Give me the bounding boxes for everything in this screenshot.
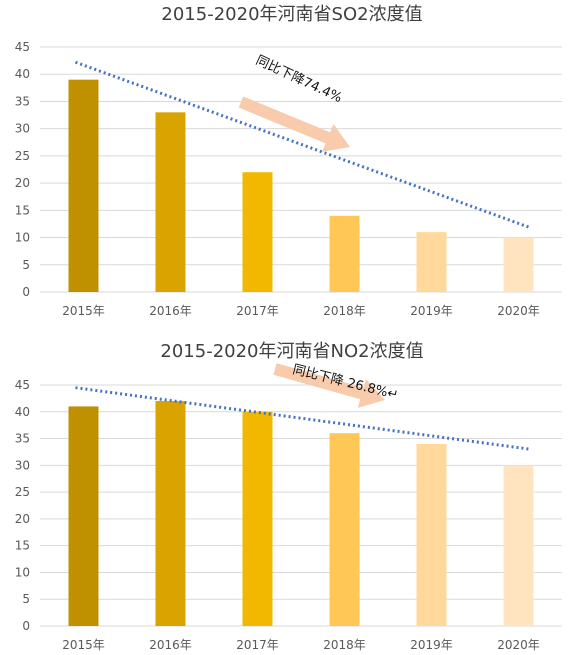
so2-y-tick-label: 40 (15, 67, 30, 81)
so2-y-tick-label: 0 (22, 285, 30, 299)
so2-y-tick-label: 20 (15, 176, 30, 190)
no2-bar-1 (155, 401, 186, 626)
so2-bar-0 (68, 79, 99, 293)
no2-y-tick-label: 40 (15, 405, 30, 419)
no2-y-tick-label: 10 (15, 565, 30, 579)
so2-annotation: 同比下降74.4% (253, 53, 344, 106)
no2-y-tick-label: 25 (15, 485, 30, 499)
so2-bar-2 (242, 172, 273, 292)
no2-x-tick-label: 2020年 (497, 638, 540, 652)
chart2-title: 2015-2020年河南省NO2浓度值 (160, 341, 423, 362)
no2-x-tick-label: 2019年 (410, 638, 453, 652)
so2-trend-arrow (238, 96, 351, 152)
no2-y-tick-label: 45 (15, 378, 30, 392)
no2-x-tick-label: 2017年 (236, 638, 279, 652)
so2-y-tick-label: 35 (15, 94, 30, 108)
no2-bar-3 (329, 433, 360, 626)
so2-x-tick-label: 2020年 (497, 304, 540, 318)
no2-chart: 0 5 10 15 20 25 30 35 40 45 2015年 2016年 2017年 2018年 20… (15, 362, 562, 652)
so2-x-tick-label: 2016年 (149, 304, 192, 318)
so2-bar-3 (329, 215, 360, 292)
no2-trendline (75, 386, 531, 451)
so2-y-tick-label: 5 (22, 258, 30, 272)
so2-x-tick-label: 2015年 (62, 304, 105, 318)
no2-y-tick-label: 30 (15, 458, 30, 472)
no2-x-tick-label: 2015年 (62, 638, 105, 652)
so2-chart: 0 5 10 15 20 25 30 35 40 45 2015年 2016年 2017年 2018年 20… (15, 40, 562, 318)
no2-bar-4 (416, 443, 447, 626)
so2-y-tick-label: 10 (15, 231, 30, 245)
no2-y-tick-label: 15 (15, 539, 30, 553)
so2-y-tick-label: 15 (15, 203, 30, 217)
no2-y-tick-label: 0 (22, 619, 30, 633)
so2-bar-5 (503, 237, 534, 292)
so2-x-tick-label: 2018年 (323, 304, 366, 318)
so2-bar-4 (416, 232, 447, 292)
so2-y-tick-label: 45 (15, 40, 30, 54)
no2-trend-arrow (273, 363, 385, 408)
no2-y-tick-label: 5 (22, 592, 30, 606)
no2-y-tick-label: 20 (15, 512, 30, 526)
no2-x-tick-label: 2016年 (149, 638, 192, 652)
no2-bar-2 (242, 411, 273, 626)
so2-x-tick-label: 2017年 (236, 304, 279, 318)
so2-y-tick-label: 25 (15, 149, 30, 163)
no2-y-tick-label: 35 (15, 432, 30, 446)
so2-trendline (74, 60, 532, 230)
so2-y-tick-label: 30 (15, 122, 30, 136)
so2-x-tick-label: 2019年 (410, 304, 453, 318)
no2-x-tick-label: 2018年 (323, 638, 366, 652)
so2-bar-1 (155, 112, 186, 292)
no2-bar-5 (503, 465, 534, 626)
chart1-title: 2015-2020年河南省SO2浓度值 (161, 4, 422, 25)
no2-bar-0 (68, 406, 99, 626)
